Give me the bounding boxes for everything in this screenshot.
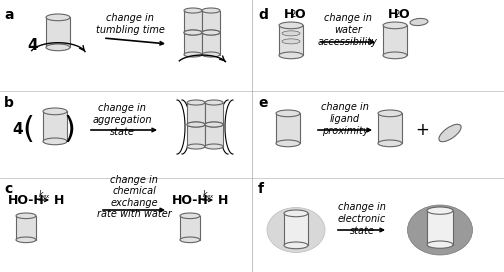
Text: H: H — [388, 8, 398, 21]
Text: (: ( — [22, 116, 34, 144]
Ellipse shape — [383, 22, 407, 29]
Text: 4: 4 — [28, 38, 38, 52]
Ellipse shape — [202, 8, 220, 13]
Ellipse shape — [202, 30, 220, 35]
Ellipse shape — [205, 122, 223, 127]
Text: HO-H: HO-H — [8, 193, 45, 206]
Ellipse shape — [46, 44, 70, 51]
Text: ): ) — [64, 116, 76, 144]
Polygon shape — [43, 111, 67, 141]
Ellipse shape — [279, 52, 303, 59]
Ellipse shape — [439, 124, 461, 142]
Ellipse shape — [16, 237, 36, 243]
Text: H: H — [218, 193, 228, 206]
Ellipse shape — [410, 18, 428, 26]
Ellipse shape — [202, 30, 220, 35]
Polygon shape — [284, 213, 308, 245]
Polygon shape — [383, 25, 407, 55]
Ellipse shape — [184, 30, 202, 35]
Ellipse shape — [43, 138, 67, 145]
Text: HO-H: HO-H — [172, 193, 209, 206]
Ellipse shape — [284, 242, 308, 249]
Text: change in
chemical
exchange
rate with water: change in chemical exchange rate with wa… — [97, 175, 171, 220]
Ellipse shape — [202, 52, 220, 57]
Ellipse shape — [378, 110, 402, 117]
Text: 4: 4 — [13, 122, 23, 138]
Ellipse shape — [184, 52, 202, 57]
Ellipse shape — [43, 108, 67, 115]
Text: change in
electronic
state: change in electronic state — [338, 202, 386, 236]
Polygon shape — [187, 103, 205, 125]
Text: O: O — [294, 8, 304, 21]
Ellipse shape — [46, 14, 70, 21]
Ellipse shape — [184, 30, 202, 35]
Ellipse shape — [427, 207, 453, 214]
Text: e: e — [258, 96, 268, 110]
Polygon shape — [427, 211, 453, 245]
Ellipse shape — [279, 22, 303, 29]
Polygon shape — [202, 33, 220, 54]
Ellipse shape — [187, 100, 205, 105]
Ellipse shape — [187, 122, 205, 127]
Ellipse shape — [284, 210, 308, 217]
Ellipse shape — [408, 205, 473, 255]
Text: b: b — [4, 96, 14, 110]
Text: d: d — [258, 8, 268, 22]
Ellipse shape — [16, 213, 36, 219]
Text: a: a — [4, 8, 14, 22]
Polygon shape — [46, 17, 70, 47]
Ellipse shape — [205, 144, 223, 149]
Polygon shape — [279, 25, 303, 55]
Ellipse shape — [205, 122, 223, 127]
Polygon shape — [184, 33, 202, 54]
Ellipse shape — [205, 100, 223, 105]
Text: change in
aggregation
state: change in aggregation state — [92, 103, 152, 137]
Polygon shape — [180, 216, 200, 240]
Polygon shape — [187, 125, 205, 147]
Text: f: f — [258, 182, 264, 196]
Ellipse shape — [276, 110, 300, 117]
Ellipse shape — [187, 144, 205, 149]
Polygon shape — [202, 11, 220, 33]
Text: H: H — [284, 8, 294, 21]
Ellipse shape — [187, 122, 205, 127]
Text: change in
ligand
proximity: change in ligand proximity — [321, 102, 369, 136]
Polygon shape — [205, 103, 223, 125]
Polygon shape — [16, 216, 36, 240]
Text: $k_{ex}$: $k_{ex}$ — [202, 189, 215, 201]
Text: change in
tumbling time: change in tumbling time — [96, 13, 164, 35]
Polygon shape — [205, 125, 223, 147]
Text: 2: 2 — [290, 10, 295, 19]
Ellipse shape — [282, 31, 300, 36]
Ellipse shape — [378, 140, 402, 147]
Polygon shape — [378, 113, 402, 143]
Text: 2: 2 — [394, 10, 399, 19]
Ellipse shape — [267, 208, 325, 252]
Ellipse shape — [180, 213, 200, 219]
Text: H: H — [54, 193, 65, 206]
Ellipse shape — [427, 241, 453, 248]
Text: change in
water
accessibility: change in water accessibility — [318, 13, 378, 47]
Ellipse shape — [383, 52, 407, 59]
Ellipse shape — [276, 140, 300, 147]
Polygon shape — [184, 11, 202, 33]
Ellipse shape — [184, 8, 202, 13]
Text: +: + — [415, 121, 429, 139]
Ellipse shape — [180, 237, 200, 243]
Text: c: c — [4, 182, 12, 196]
Polygon shape — [276, 113, 300, 143]
Ellipse shape — [282, 39, 300, 44]
Text: O: O — [398, 8, 409, 21]
Text: $k_{ex}$: $k_{ex}$ — [37, 189, 50, 201]
